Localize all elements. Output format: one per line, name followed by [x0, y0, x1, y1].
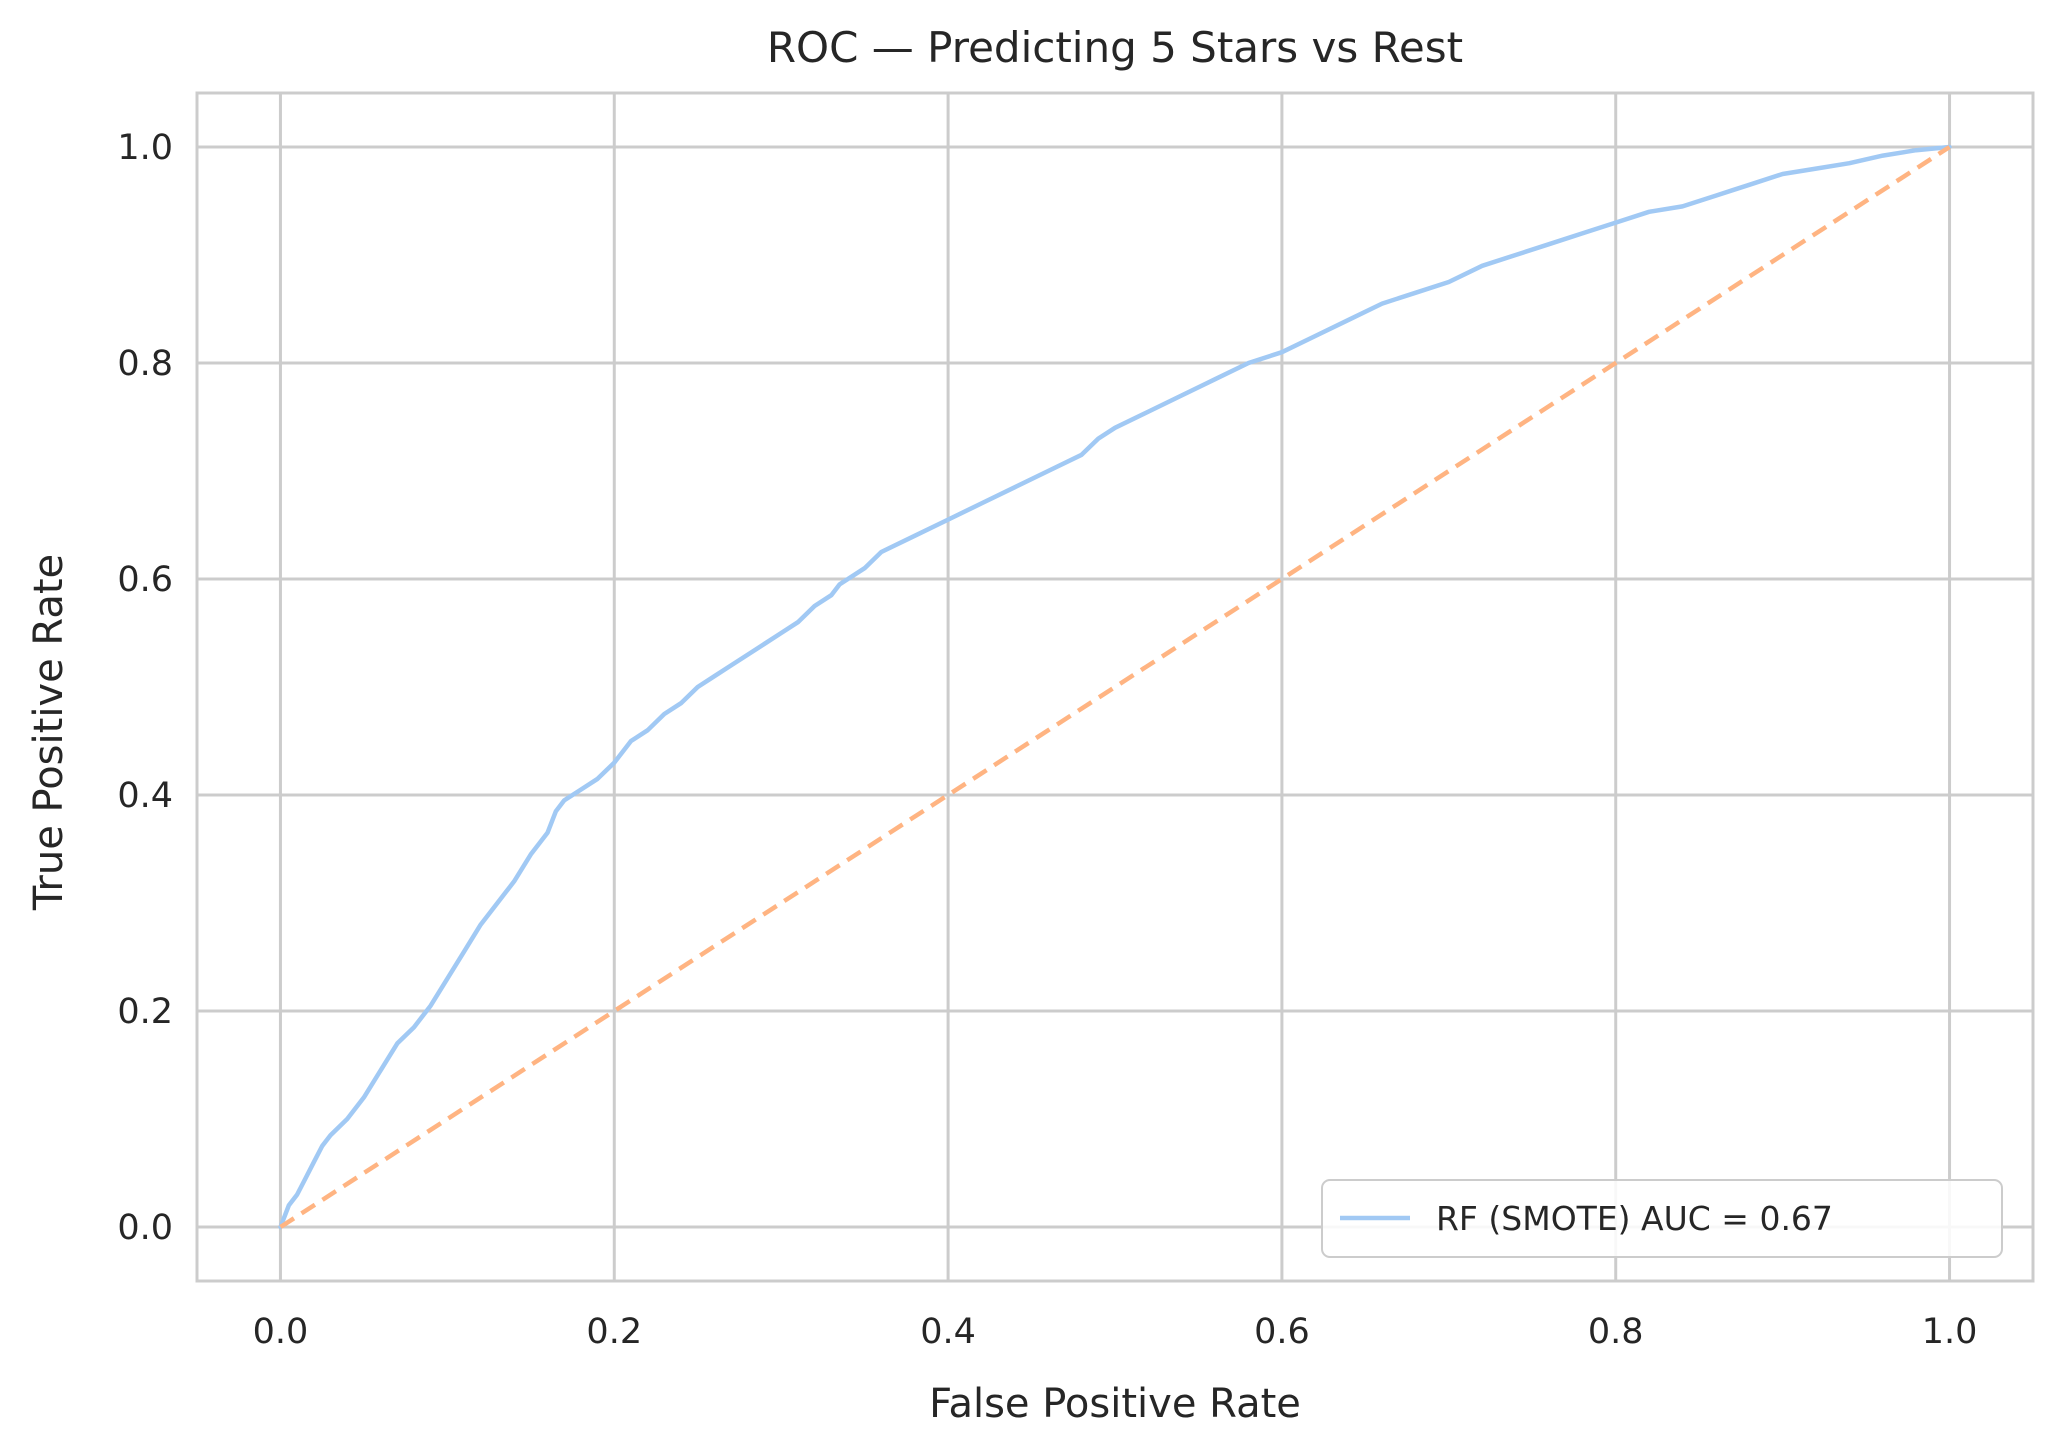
- grid-layer: [197, 93, 2033, 1281]
- y-tick-label: 0.8: [117, 344, 173, 384]
- chance-diagonal-line: [279, 145, 1951, 1229]
- series-layer: [278, 144, 1952, 1230]
- legend: RF (SMOTE) AUC = 0.67: [1321, 1179, 2003, 1258]
- x-axis-label: False Positive Rate: [929, 1381, 1301, 1427]
- x-tick-label: 0.2: [586, 1312, 642, 1352]
- x-tick-label: 0.0: [253, 1312, 309, 1352]
- y-tick-label: 1.0: [117, 128, 173, 168]
- x-tick-label: 0.8: [1588, 1312, 1644, 1352]
- plot-frame: [195, 91, 2035, 1283]
- y-tick-label: 0.2: [117, 992, 173, 1032]
- x-tick-label: 0.4: [920, 1312, 976, 1352]
- x-tick-label: 0.6: [1254, 1312, 1310, 1352]
- y-tick-label: 0.0: [117, 1208, 173, 1248]
- roc-curve-rf-smote: [278, 144, 1952, 1230]
- y-tick-label: 0.4: [117, 776, 173, 816]
- y-tick-label: 0.6: [117, 560, 173, 600]
- x-tick-label: 1.0: [1922, 1312, 1978, 1352]
- tick-layer: 0.0 0.2 0.4 0.6 0.8 1.0 0.0 0.2 0.4 0.6 0.8 1.0: [117, 128, 1977, 1352]
- chart-title: ROC — Predicting 5 Stars vs Rest: [767, 23, 1463, 72]
- y-axis-label: True Positive Rate: [26, 554, 72, 911]
- legend-box: [1321, 1179, 2003, 1258]
- legend-label-rf-smote: RF (SMOTE) AUC = 0.67: [1436, 1199, 1833, 1238]
